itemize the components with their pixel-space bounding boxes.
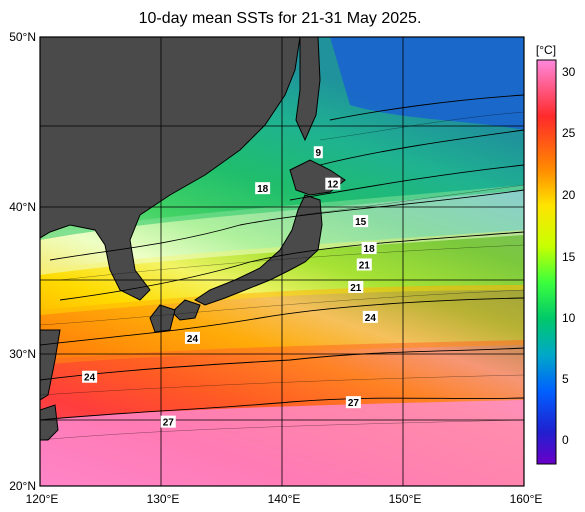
contour-label: 24 xyxy=(84,373,96,384)
colorbar-tick-0: 0 xyxy=(562,433,569,447)
contour-label: 24 xyxy=(187,334,199,345)
lat-lon-grid xyxy=(40,37,524,486)
contour-label-box xyxy=(356,258,372,271)
contour-label-box xyxy=(325,177,341,190)
contour-label: 15 xyxy=(355,217,367,228)
lon-label-130: 130°E xyxy=(147,492,180,506)
contour-lines xyxy=(40,94,524,421)
contour-label-box xyxy=(348,280,364,293)
lat-label-50: 50°N xyxy=(9,30,36,44)
contour-label: 21 xyxy=(359,260,371,271)
contour-label-box xyxy=(184,331,200,344)
contour-label: 21 xyxy=(350,283,362,294)
lat-label-40: 40°N xyxy=(9,200,36,214)
contour-label-box xyxy=(345,396,361,409)
colorbar-unit: [°C] xyxy=(536,43,556,57)
colorbar-tick-30: 30 xyxy=(562,65,576,79)
contour-label: 27 xyxy=(163,418,175,429)
contour-label-box xyxy=(353,215,369,228)
lon-label-140: 140°E xyxy=(268,492,301,506)
taiwan-land xyxy=(40,404,59,441)
colorbar-tick-5: 5 xyxy=(562,372,569,386)
sakhalin-land xyxy=(295,37,321,142)
contour-label: 12 xyxy=(327,180,339,191)
colorbar-tick-25: 25 xyxy=(562,126,576,140)
contour-label-box xyxy=(82,370,98,383)
colorbar-ramp xyxy=(536,59,557,465)
contour-label: 9 xyxy=(316,148,322,159)
eurasia-land xyxy=(40,37,301,301)
contour-label-layer: 9 12 15 18 21 21 24 24 24 27 27 18 xyxy=(82,146,378,429)
colorbar-tick-15: 15 xyxy=(562,250,576,264)
colorbar: [°C] 30 25 20 15 10 5 0 xyxy=(536,43,576,465)
map-title: 10-day mean SSTs for 21-31 May 2025. xyxy=(138,10,422,27)
contour-label-box xyxy=(362,310,378,323)
lat-label-20: 20°N xyxy=(9,479,36,493)
contour-label-box xyxy=(313,146,323,159)
lon-label-160: 160°E xyxy=(510,492,543,506)
colorbar-tick-20: 20 xyxy=(562,188,576,202)
lat-label-30: 30°N xyxy=(9,347,36,361)
contour-label: 24 xyxy=(365,313,377,324)
contour-label: 18 xyxy=(364,244,376,255)
map-frame xyxy=(39,36,525,487)
lon-label-120: 120°E xyxy=(26,492,59,506)
lon-label-150: 150°E xyxy=(389,492,422,506)
colorbar-tick-10: 10 xyxy=(562,311,576,325)
contour-label-box xyxy=(361,242,377,255)
contour-label-box xyxy=(160,415,176,428)
contour-label: 18 xyxy=(257,184,269,195)
contour-label: 27 xyxy=(348,398,360,409)
contour-label-box xyxy=(255,182,271,195)
